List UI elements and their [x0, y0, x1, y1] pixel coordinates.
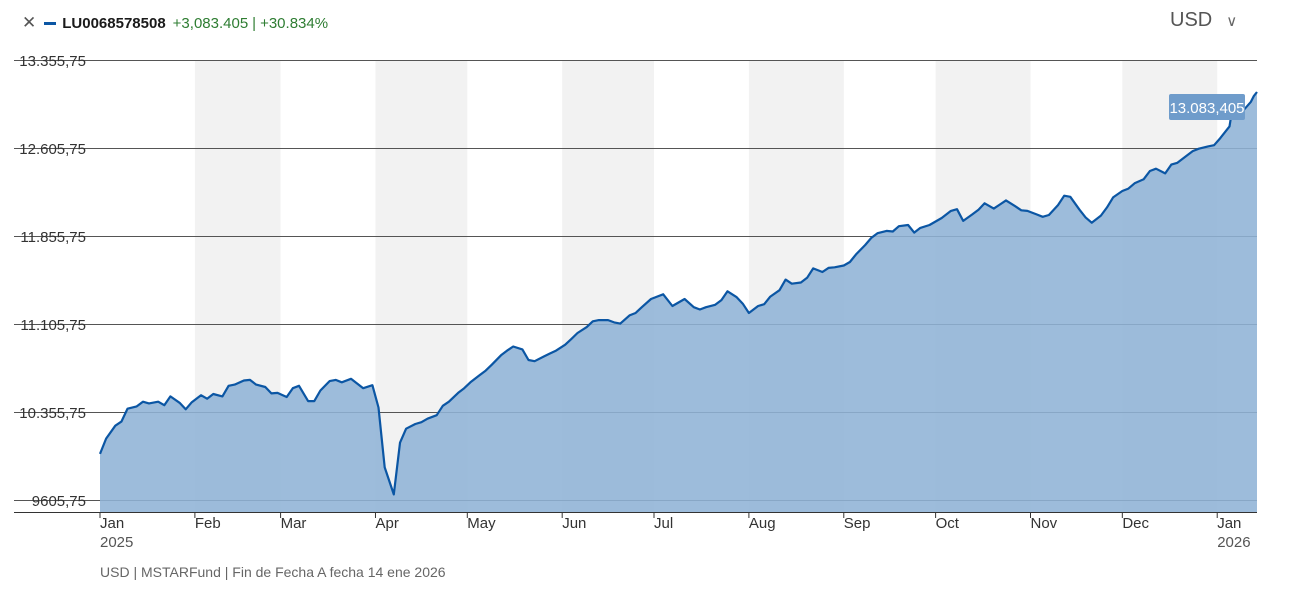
last-value-label: 13.083,405 [1169, 100, 1244, 117]
y-tick-label: 12.605,75 [19, 141, 86, 158]
change-absolute: +3,083.405 [172, 14, 249, 32]
legend-separator: | [252, 14, 257, 32]
currency-selector[interactable]: USD ∨ [1170, 9, 1237, 32]
x-tick-label: Feb [195, 515, 221, 532]
y-tick-label: 10.355,75 [19, 405, 86, 422]
chart-footer: USDMSTARFundFin de Fecha A fecha 14 ene … [100, 564, 446, 580]
x-tick-label: May [467, 515, 496, 532]
footer-source: MSTARFund [130, 564, 221, 580]
y-tick-label: 13.355,75 [19, 53, 86, 70]
y-tick-label: 9605,75 [32, 493, 86, 510]
series-ticker: LU0068578508 [62, 14, 166, 32]
close-icon[interactable]: ✕ [22, 13, 37, 32]
series-swatch [44, 21, 57, 25]
series-line [98, 91, 1258, 496]
change-percent: +30.834% [260, 14, 329, 32]
chart-legend: ✕ LU0068578508 +3,083.405 | +30.834% [22, 12, 328, 34]
x-tick-year: 2026 [1217, 534, 1250, 551]
y-tick-label: 11.105,75 [20, 317, 86, 334]
footer-currency: USD [100, 564, 130, 580]
last-value-tag: 13.083,405 [1169, 93, 1245, 120]
x-tick-label: Jul [654, 515, 673, 532]
x-tick-label: Aug [749, 515, 776, 532]
chevron-down-icon: ∨ [1226, 12, 1238, 30]
x-tick-label: Apr [375, 515, 398, 532]
x-tick-label: Jan [100, 515, 124, 532]
currency-value: USD [1170, 9, 1213, 31]
x-tick-year: 2025 [100, 534, 133, 551]
x-tick-label: Sep [844, 515, 871, 532]
footer-note: Fin de Fecha A fecha 14 ene 2026 [221, 564, 446, 580]
x-tick-label: Jan [1217, 515, 1241, 532]
x-tick-label: Oct [936, 515, 960, 532]
last-value-box [1169, 93, 1245, 120]
y-tick-label: 11.855,75 [20, 229, 86, 246]
x-tick-label: Nov [1030, 515, 1057, 532]
series-area [100, 92, 1257, 512]
x-tick-label: Dec [1122, 515, 1149, 532]
x-tick-label: Jun [562, 515, 586, 532]
x-tick-label: Mar [281, 515, 307, 532]
